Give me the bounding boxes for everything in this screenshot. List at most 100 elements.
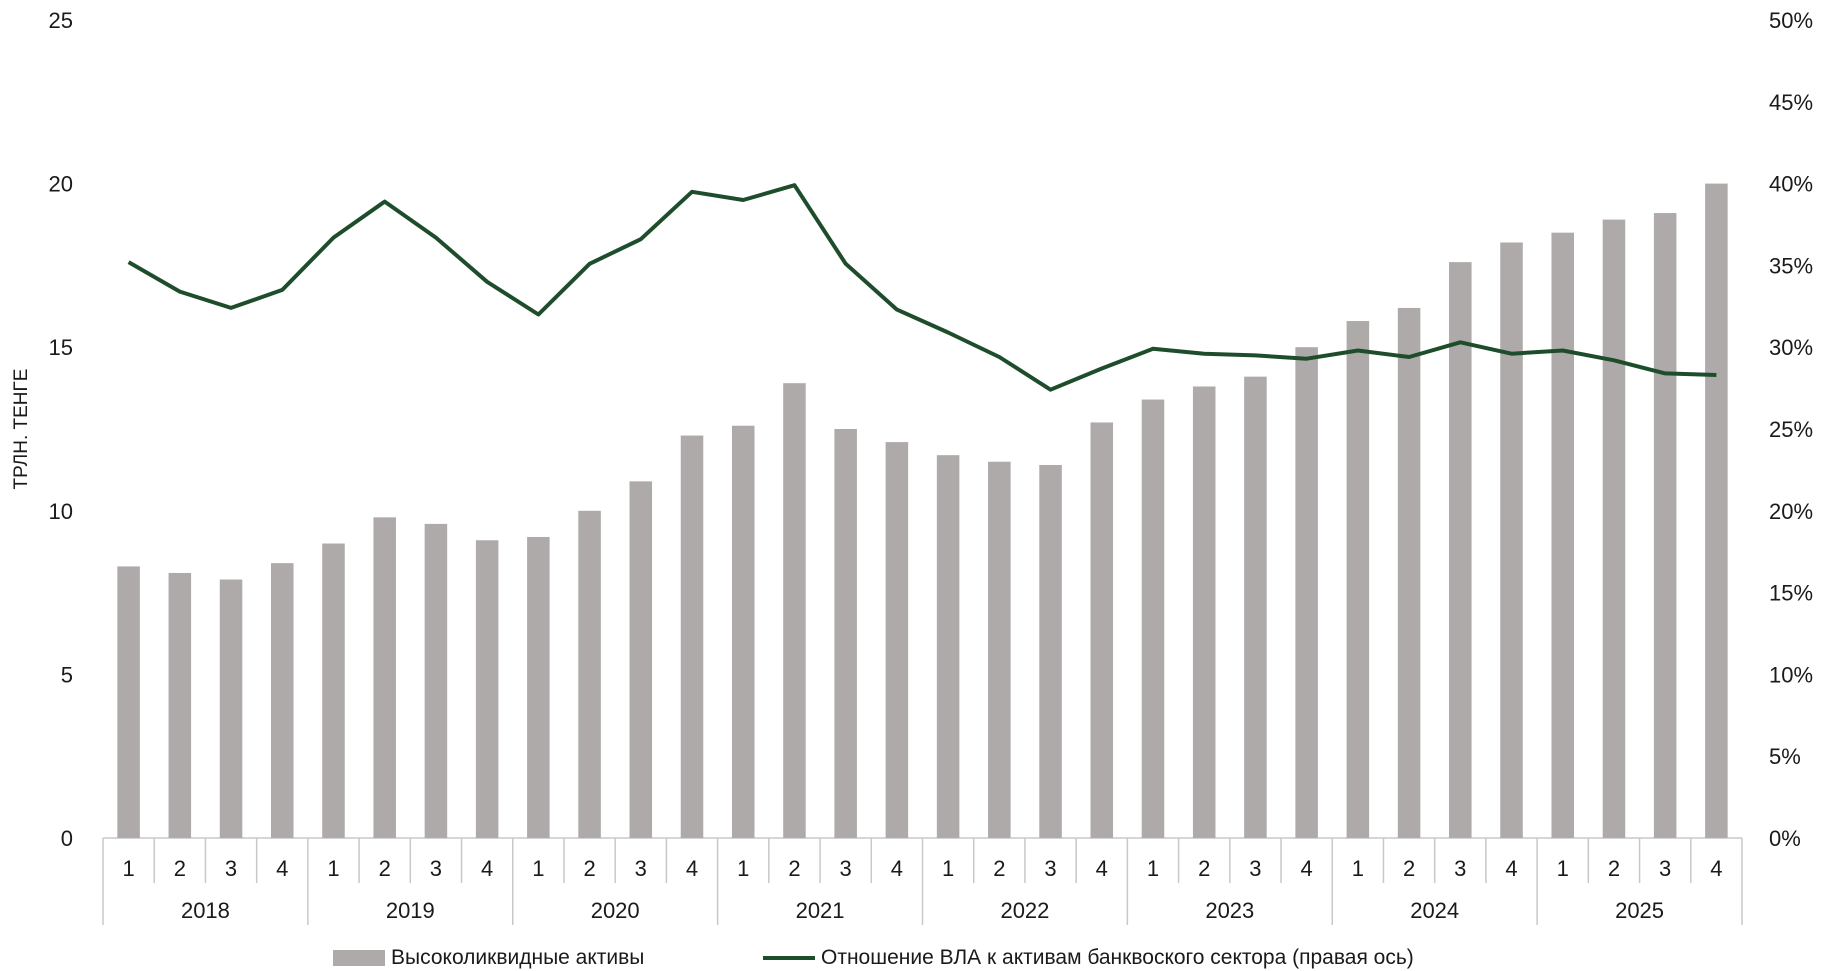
bar (936, 455, 960, 838)
bar (1090, 422, 1114, 838)
quarter-label: 3 (1659, 856, 1671, 881)
bar (1602, 219, 1626, 839)
quarter-label: 1 (122, 856, 134, 881)
year-label: 2025 (1615, 898, 1664, 923)
bar (1449, 262, 1472, 838)
quarter-label: 4 (1505, 856, 1517, 881)
legend-item-line: Отношение ВЛА к активам банквоского сект… (763, 946, 1414, 970)
bar (885, 442, 909, 838)
y2-tick-label: 45% (1769, 90, 1813, 115)
bar (783, 383, 806, 838)
labels-layer: 05101520250%5%10%15%20%25%30%35%40%45%50… (11, 8, 1813, 923)
quarter-label: 1 (737, 856, 749, 881)
bar (680, 435, 704, 838)
quarter-label: 3 (635, 856, 647, 881)
y-tick-label: 15 (49, 335, 73, 360)
quarter-label: 4 (481, 856, 493, 881)
bar (1346, 321, 1370, 838)
year-label: 2019 (386, 898, 435, 923)
quarter-label: 3 (840, 856, 852, 881)
y2-tick-label: 20% (1769, 499, 1813, 524)
y2-tick-label: 35% (1769, 253, 1813, 278)
quarter-label: 1 (1352, 856, 1364, 881)
y2-tick-label: 10% (1769, 662, 1813, 687)
y-tick-label: 10 (49, 499, 73, 524)
y2-tick-label: 15% (1769, 581, 1813, 606)
chart: 05101520250%5%10%15%20%25%30%35%40%45%50… (11, 8, 1813, 925)
year-label: 2018 (181, 898, 230, 923)
bar (475, 540, 499, 838)
bar (1141, 399, 1165, 838)
quarter-label: 1 (532, 856, 544, 881)
quarter-label: 2 (788, 856, 800, 881)
quarter-label: 2 (1403, 856, 1415, 881)
bar (1500, 242, 1523, 839)
bar (1039, 464, 1062, 838)
quarter-label: 3 (1044, 856, 1056, 881)
bar (1397, 307, 1421, 838)
bar (527, 536, 550, 838)
y2-tick-label: 50% (1769, 8, 1813, 33)
bar (1653, 213, 1677, 839)
bar (117, 566, 140, 838)
y2-tick-label: 5% (1769, 744, 1801, 769)
quarter-label: 4 (1096, 856, 1108, 881)
quarter-label: 1 (942, 856, 954, 881)
quarter-label: 3 (1249, 856, 1261, 881)
y2-tick-label: 0% (1769, 826, 1801, 851)
quarter-label: 1 (1147, 856, 1159, 881)
quarter-label: 4 (1301, 856, 1313, 881)
quarter-label: 2 (1608, 856, 1620, 881)
quarter-label: 4 (686, 856, 698, 881)
quarter-label: 3 (430, 856, 442, 881)
y-axis-title: ТРЛН. ТЕНГЕ (11, 369, 32, 490)
bar (1551, 232, 1575, 838)
y2-tick-label: 25% (1769, 417, 1813, 442)
bar (219, 579, 243, 838)
line-layer (127, 183, 1717, 392)
bar (578, 510, 601, 838)
bar (322, 543, 345, 838)
bars-layer (117, 183, 1728, 839)
legend-item-bars: Высоколиквидные активы (333, 946, 644, 970)
legend: Высоколиквидные активы Отношение ВЛА к а… (0, 946, 1825, 970)
bar (168, 572, 192, 838)
legend-label-bars: Высоколиквидные активы (391, 946, 645, 969)
bar (424, 523, 448, 838)
bar (731, 425, 755, 838)
bar (1192, 386, 1216, 838)
year-label: 2020 (591, 898, 640, 923)
legend-swatch-bars (333, 950, 385, 966)
y-tick-label: 25 (49, 8, 73, 33)
quarter-label: 2 (993, 856, 1005, 881)
bar (1295, 347, 1318, 838)
quarter-label: 2 (174, 856, 186, 881)
y2-tick-label: 30% (1769, 335, 1813, 360)
bar (1705, 183, 1728, 839)
year-label: 2021 (796, 898, 845, 923)
y-tick-label: 20 (49, 172, 73, 197)
bar (629, 481, 653, 838)
quarter-label: 1 (1557, 856, 1569, 881)
bar (373, 517, 396, 838)
year-label: 2024 (1410, 898, 1459, 923)
year-label: 2023 (1205, 898, 1254, 923)
y2-tick-label: 40% (1769, 172, 1813, 197)
bar (270, 563, 294, 838)
y-tick-label: 0 (61, 826, 73, 851)
quarter-label: 3 (1454, 856, 1466, 881)
quarter-label: 4 (891, 856, 903, 881)
quarter-label: 1 (327, 856, 339, 881)
legend-label-line: Отношение ВЛА к активам банквоского сект… (821, 946, 1414, 969)
quarter-label: 2 (379, 856, 391, 881)
quarter-label: 4 (1710, 856, 1722, 881)
year-label: 2022 (1000, 898, 1049, 923)
bar (988, 461, 1011, 838)
quarter-label: 4 (276, 856, 288, 881)
quarter-label: 2 (1198, 856, 1210, 881)
quarter-label: 3 (225, 856, 237, 881)
line-series (127, 183, 1717, 392)
legend-swatch-line (763, 956, 815, 960)
quarter-label: 2 (583, 856, 595, 881)
bar (1244, 376, 1267, 838)
